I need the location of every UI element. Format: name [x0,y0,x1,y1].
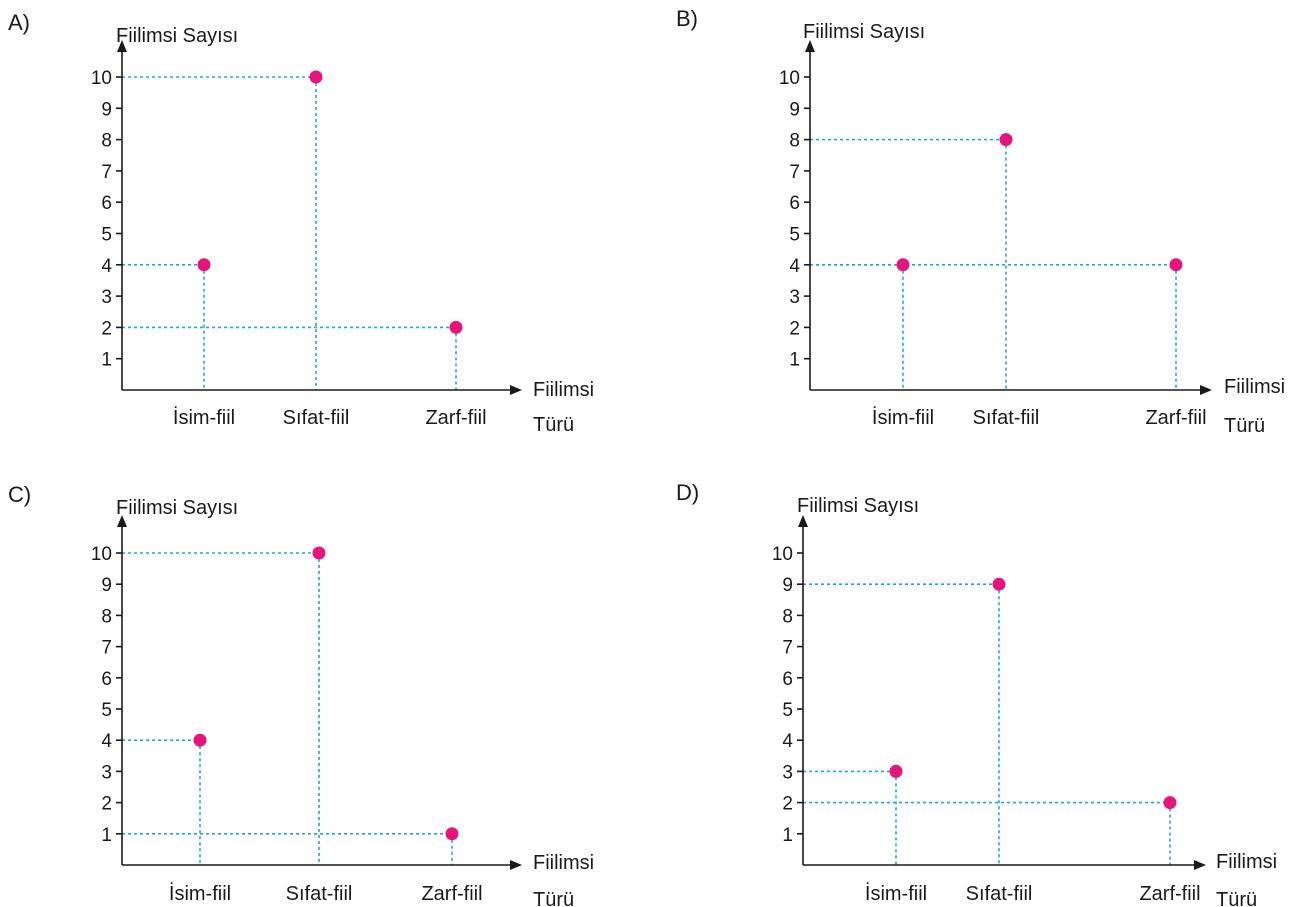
y-tick-label: 9 [101,99,112,120]
y-tick-label: 10 [779,68,800,89]
y-tick-label: 3 [101,287,112,308]
x-category-label: İsim-fiil [169,882,231,905]
y-tick-label: 4 [782,731,793,752]
y-tick-label: 5 [782,700,793,721]
x-axis-arrow-icon [510,860,522,870]
y-axis-arrow-icon [117,515,127,527]
y-tick-label: 10 [91,68,112,89]
x-axis-title-line2: Türü [1216,889,1257,907]
y-tick-label: 10 [772,544,793,565]
x-axis-title-line1: Fiilimsi [1216,851,1277,873]
y-tick-label: 6 [789,193,800,214]
chart-panel-d: D) Fiilimsi Sayısı 1 2 3 4 5 6 7 8 9 10 Fiilimsi Türü… [676,480,1277,907]
x-axis-title-line2: Türü [533,889,574,907]
x-category-label: Sıfat-fiil [973,407,1040,429]
x-axis-title-line1: Fiilimsi [533,379,594,401]
y-tick-label: 2 [782,794,793,815]
y-tick-label: 1 [101,350,112,371]
y-tick-label: 1 [101,825,112,846]
y-tick-label: 9 [101,575,112,596]
data-point [449,320,463,334]
y-tick-label: 6 [101,669,112,690]
x-category-label: Zarf-fiil [421,883,482,905]
data-point [1163,796,1177,810]
data-point [889,764,903,778]
data-point [999,133,1013,147]
chart-panel-a: A) Fiilimsi Sayısı 1 2 3 4 5 6 7 8 9 10 Fiilimsi Türü… [8,10,594,436]
y-axis-arrow-icon [798,515,808,527]
y-tick-label: 5 [789,225,800,246]
y-tick-label: 2 [101,318,112,339]
y-tick-label: 2 [789,318,800,339]
y-axis-title: Fiilimsi Sayısı [797,495,919,517]
x-axis-title-line1: Fiilimsi [1224,376,1285,398]
y-axis-arrow-icon [805,40,815,52]
y-tick-label: 6 [782,669,793,690]
option-label: C) [8,482,31,507]
y-axis-title: Fiilimsi Sayısı [116,25,238,47]
data-point [197,258,211,272]
y-axis-title: Fiilimsi Sayısı [803,21,925,43]
x-category-label: Sıfat-fiil [283,407,350,429]
x-category-label: İsim-fiil [173,406,235,429]
x-category-label: Zarf-fiil [1145,407,1206,429]
y-tick-label: 3 [101,762,112,783]
y-tick-label: 3 [789,287,800,308]
x-category-label: Sıfat-fiil [966,883,1033,905]
y-tick-label: 5 [101,225,112,246]
data-point [312,546,326,560]
option-label: B) [676,6,698,31]
x-axis-arrow-icon [510,385,522,395]
y-tick-label: 8 [782,606,793,627]
data-point [445,827,459,841]
x-axis-arrow-icon [1194,860,1206,870]
x-axis-title-line1: Fiilimsi [533,852,594,874]
option-label: D) [676,480,699,505]
chart-panel-b: B) Fiilimsi Sayısı 1 2 3 4 5 6 7 8 9 10 Fiilimsi Türü… [676,6,1285,437]
data-point [1169,258,1183,272]
y-tick-label: 9 [789,99,800,120]
y-tick-label: 8 [101,131,112,152]
x-category-label: İsim-fiil [865,882,927,905]
y-tick-label: 8 [101,606,112,627]
y-tick-label: 4 [101,731,112,752]
y-tick-label: 6 [101,193,112,214]
y-tick-label: 2 [101,794,112,815]
x-category-label: İsim-fiil [872,406,934,429]
y-tick-label: 4 [101,256,112,277]
chart-panel-c: C) Fiilimsi Sayısı 1 2 3 4 5 6 7 8 9 10 Fiilimsi Türü… [8,482,594,907]
x-category-label: Zarf-fiil [425,407,486,429]
x-axis-title-line2: Türü [1224,415,1265,437]
y-tick-label: 4 [789,256,800,277]
y-tick-label: 3 [782,762,793,783]
y-axis-title: Fiilimsi Sayısı [116,497,238,519]
x-axis-title-line2: Türü [533,414,574,436]
y-tick-label: 7 [789,162,800,183]
data-point [309,70,323,84]
data-point [193,733,207,747]
y-axis-arrow-icon [117,40,127,52]
data-point [992,577,1006,591]
y-tick-label: 7 [101,162,112,183]
y-tick-label: 1 [782,825,793,846]
y-tick-label: 7 [101,638,112,659]
data-point [896,258,910,272]
option-label: A) [8,10,30,35]
y-tick-label: 10 [91,544,112,565]
x-category-label: Sıfat-fiil [286,883,353,905]
x-axis-arrow-icon [1200,385,1212,395]
y-tick-label: 5 [101,700,112,721]
x-category-label: Zarf-fiil [1139,883,1200,905]
y-tick-label: 8 [789,131,800,152]
y-tick-label: 1 [789,350,800,371]
y-tick-label: 7 [782,638,793,659]
y-tick-label: 9 [782,575,793,596]
